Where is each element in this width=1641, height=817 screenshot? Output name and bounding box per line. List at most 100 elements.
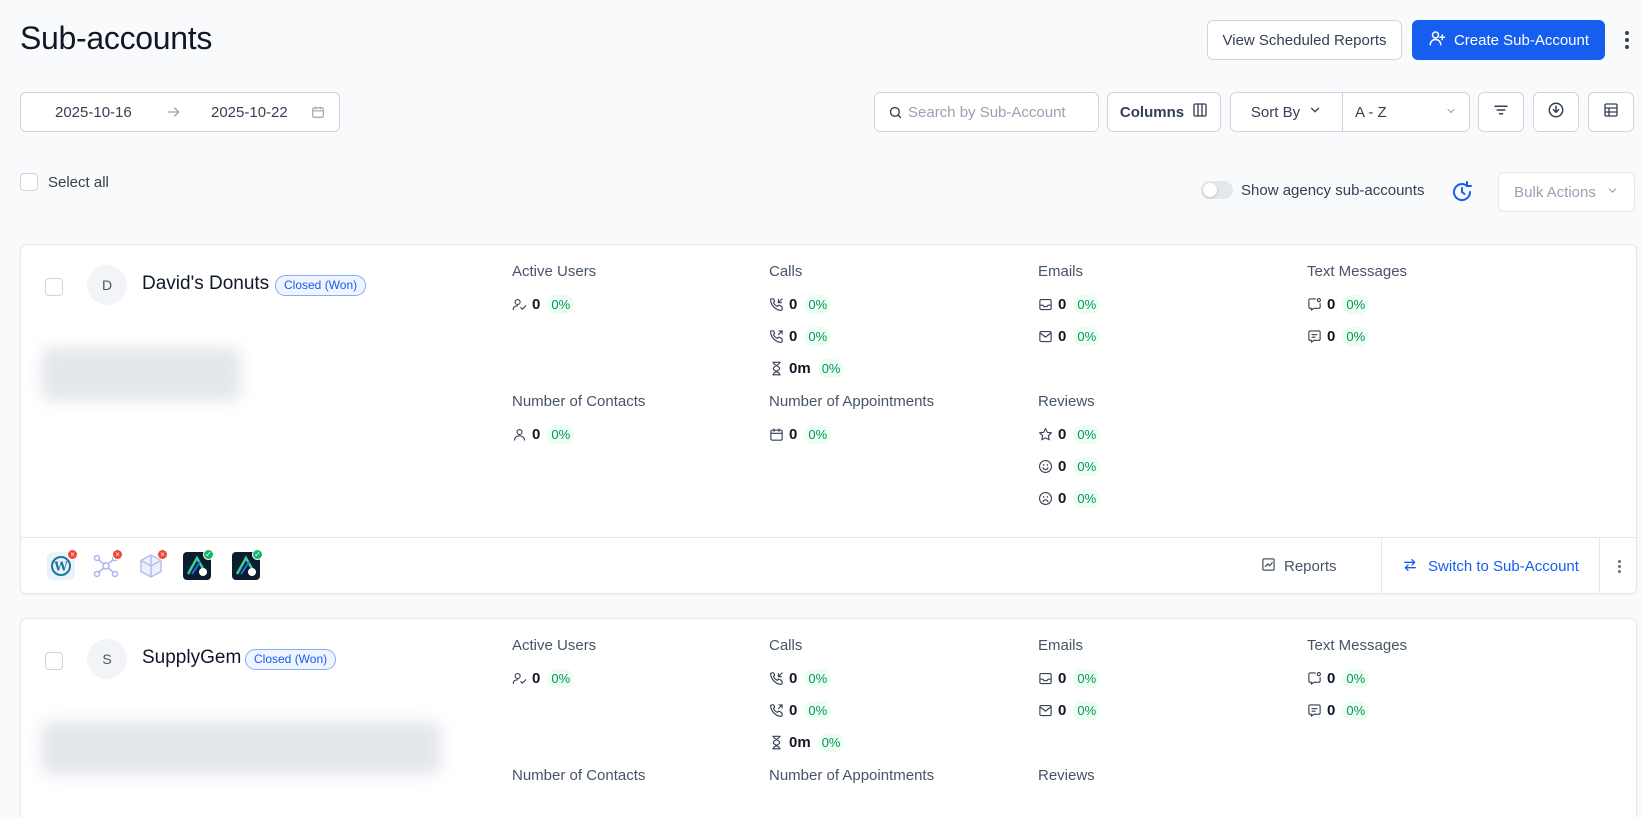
page-header: Sub-accounts View Scheduled Reports Crea…	[20, 18, 1641, 62]
switch-label: Switch to Sub-Account	[1428, 558, 1579, 575]
search-input[interactable]	[908, 101, 1088, 123]
metric-change: 0%	[817, 358, 845, 378]
metric-appointments: Number of Appointments	[769, 767, 934, 792]
metric-label: Calls	[769, 637, 803, 654]
metric-text-messages: Text Messages 0 0% 0 0%	[1307, 263, 1407, 352]
metric-change: 0%	[547, 294, 575, 314]
account-name[interactable]: SupplyGem	[142, 647, 242, 668]
metric-change: 0%	[1073, 700, 1101, 720]
metric-change: 0%	[1073, 488, 1101, 508]
reports-button[interactable]: Reports	[1261, 538, 1337, 593]
sort-order-select[interactable]: A - Z	[1343, 93, 1469, 131]
metric-change: 0%	[1073, 424, 1101, 444]
metric-label: Number of Contacts	[512, 393, 646, 410]
metric-reviews: Reviews	[1038, 767, 1095, 792]
select-all-label: Select all	[48, 173, 109, 191]
message-incoming-icon	[1307, 297, 1322, 312]
metric-value: 0	[789, 295, 798, 313]
agency-sub-accounts-toggle[interactable]	[1201, 181, 1233, 199]
hourglass-icon	[769, 735, 784, 750]
metric-row: 0 0%	[769, 320, 844, 352]
metric-change: 0%	[817, 732, 845, 752]
metric-row: 0 0%	[1038, 418, 1101, 450]
metric-row: 0 0%	[1307, 662, 1407, 694]
sort-control: Sort By A - Z	[1230, 92, 1470, 132]
metric-change: 0%	[547, 424, 575, 444]
metric-change: 0%	[547, 668, 575, 688]
disconnected-status-icon: ×	[112, 549, 123, 560]
toolbar: 2025-10-16 2025-10-22 Columns Sort By A …	[20, 92, 1641, 134]
metric-label: Reviews	[1038, 393, 1095, 410]
phone-incoming-icon	[769, 671, 784, 686]
metric-row: 0 0%	[1038, 450, 1101, 482]
row-checkbox[interactable]	[45, 652, 63, 670]
app-icon[interactable]: ✓	[183, 549, 214, 580]
metric-value: 0	[532, 425, 541, 443]
metric-change: 0%	[1342, 294, 1370, 314]
sub-account-card: D David's Donuts Closed (Won) Active Use…	[20, 244, 1637, 594]
connected-status-icon: ✓	[203, 549, 214, 560]
metric-emails: Emails 0 0% 0 0%	[1038, 263, 1101, 352]
app-icon[interactable]: ✓	[232, 549, 263, 580]
metric-change: 0%	[804, 326, 832, 346]
date-start[interactable]: 2025-10-16	[55, 104, 132, 121]
create-sub-account-button[interactable]: Create Sub-Account	[1412, 20, 1605, 60]
disconnected-status-icon: ×	[67, 549, 78, 560]
account-name[interactable]: David's Donuts	[142, 273, 270, 294]
hourglass-icon	[769, 361, 784, 376]
table-view-button[interactable]	[1588, 92, 1634, 132]
cube-icon[interactable]: ×	[137, 549, 168, 580]
wordpress-icon[interactable]: W ×	[47, 549, 78, 580]
agency-toggle-row: Show agency sub-accounts	[1201, 181, 1424, 199]
metric-value: 0	[1327, 669, 1336, 687]
metric-value: 0	[1058, 295, 1067, 313]
select-all-checkbox[interactable]	[20, 173, 38, 191]
date-end[interactable]: 2025-10-22	[211, 104, 288, 121]
metric-row: 0 0%	[1307, 694, 1407, 726]
calendar-icon	[311, 105, 325, 123]
card-more-icon[interactable]	[1600, 538, 1636, 593]
metric-value: 0	[789, 701, 798, 719]
switch-to-sub-account-button[interactable]: Switch to Sub-Account	[1381, 538, 1600, 593]
metric-change: 0%	[1073, 326, 1101, 346]
network-icon[interactable]: ×	[92, 549, 123, 580]
metric-row: 0m 0%	[769, 352, 845, 384]
user-check-icon	[512, 671, 527, 686]
sort-by-button[interactable]: Sort By	[1231, 93, 1343, 131]
columns-button[interactable]: Columns	[1107, 92, 1221, 132]
create-sub-account-label: Create Sub-Account	[1453, 31, 1590, 49]
metric-value: 0	[1327, 701, 1336, 719]
mail-icon	[1038, 703, 1053, 718]
bulk-actions-button[interactable]: Bulk Actions	[1498, 172, 1635, 212]
chevron-down-icon	[1606, 184, 1619, 201]
metric-row: 0 0%	[769, 694, 844, 726]
metric-value: 0	[1058, 425, 1067, 443]
metric-value: 0m	[789, 733, 811, 751]
metric-value: 0	[1058, 669, 1067, 687]
metric-label: Active Users	[512, 263, 597, 280]
metric-change: 0%	[804, 424, 832, 444]
metric-row: 0 0%	[1038, 320, 1101, 352]
columns-label: Columns	[1119, 103, 1185, 121]
arrow-right-icon	[166, 104, 182, 124]
refresh-icon[interactable]	[1450, 180, 1474, 209]
metric-change: 0%	[804, 294, 832, 314]
metric-row: 0 0%	[1307, 288, 1407, 320]
search-field[interactable]	[874, 92, 1099, 132]
date-range-picker[interactable]: 2025-10-16 2025-10-22	[20, 92, 340, 132]
more-options-icon[interactable]	[1619, 26, 1635, 54]
metric-row: 0m 0%	[769, 726, 845, 758]
row-checkbox[interactable]	[45, 278, 63, 296]
metric-row: 0 0%	[1038, 482, 1101, 514]
filter-button[interactable]	[1478, 92, 1524, 132]
metric-change: 0%	[1342, 668, 1370, 688]
metric-change: 0%	[1342, 326, 1370, 346]
metric-change: 0%	[1073, 294, 1101, 314]
download-button[interactable]	[1533, 92, 1579, 132]
metric-value: 0	[532, 295, 541, 313]
metric-active-users: Active Users 0 0%	[512, 263, 596, 320]
metric-emails: Emails 0 0% 0 0%	[1038, 637, 1101, 726]
view-scheduled-reports-button[interactable]: View Scheduled Reports	[1207, 20, 1402, 60]
select-all[interactable]: Select all	[20, 173, 109, 191]
metric-value: 0	[789, 425, 798, 443]
